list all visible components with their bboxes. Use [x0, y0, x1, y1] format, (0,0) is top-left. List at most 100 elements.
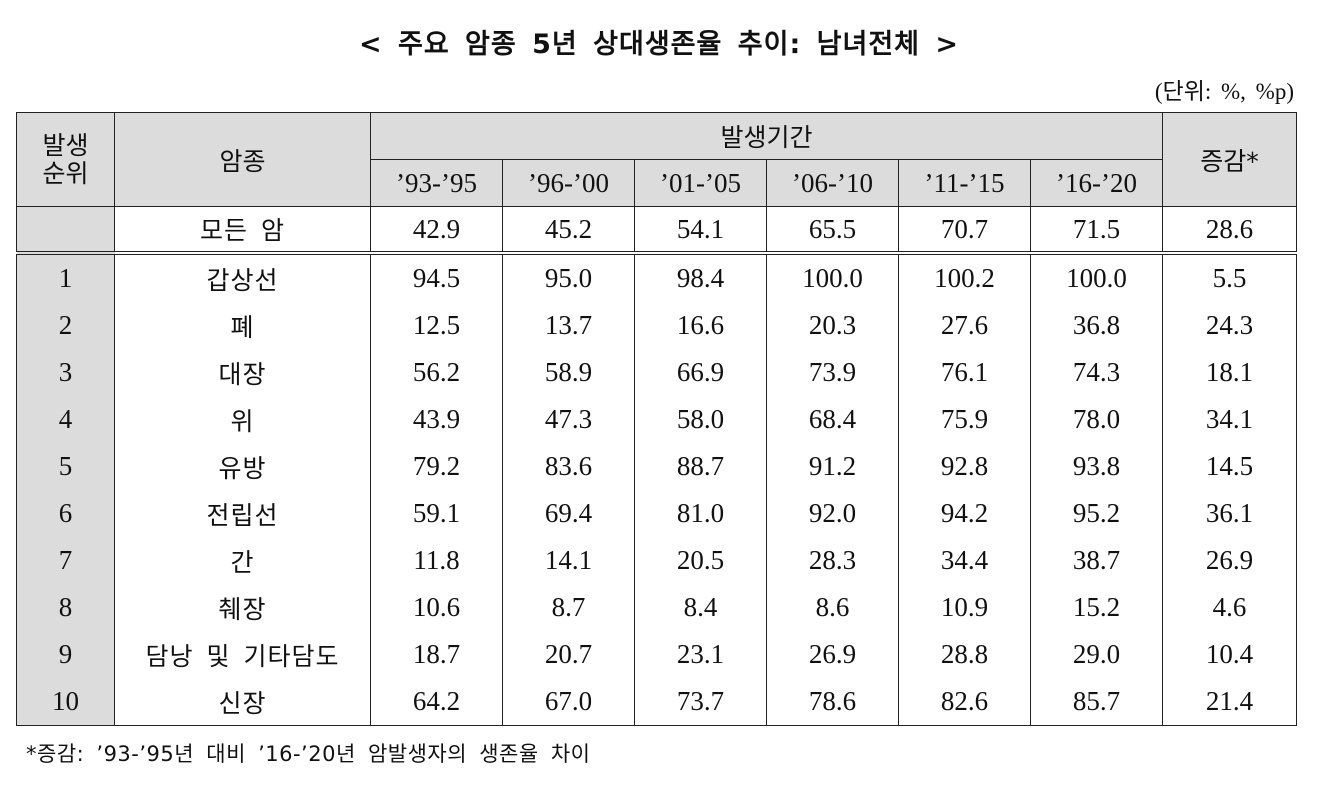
- all-cancers-row: 모든 암 42.9 45.2 54.1 65.5 70.7 71.5 28.6: [16, 206, 1298, 255]
- value-cell: 100.0: [766, 253, 899, 302]
- rank-header-line1: 발생: [42, 130, 89, 160]
- value-cell: 59.1: [370, 490, 503, 537]
- value-cell: 71.5: [1030, 206, 1164, 255]
- value-cell: 14.1: [502, 537, 635, 584]
- value-cell: 10.6: [370, 584, 503, 631]
- rank-cell: 2: [16, 302, 115, 349]
- cancer-name-cell: 담낭 및 기타담도: [114, 631, 371, 678]
- value-cell: 73.7: [634, 678, 767, 726]
- cancer-name-cell: 모든 암: [114, 206, 371, 255]
- period-header: ’93-’95: [370, 159, 503, 207]
- period-header: ’01-’05: [634, 159, 767, 207]
- value-cell: 85.7: [1030, 678, 1164, 726]
- period-header: ’16-’20: [1029, 159, 1164, 207]
- value-cell: 78.6: [766, 678, 899, 726]
- period-header: ’96-’00: [502, 159, 635, 207]
- value-cell: 11.8: [370, 537, 503, 584]
- rank-cell: 7: [16, 537, 115, 584]
- cancer-name-cell: 전립선: [114, 490, 371, 537]
- value-cell: 69.4: [502, 490, 635, 537]
- value-cell: 10.9: [898, 584, 1031, 631]
- table-row: 1 갑상선 94.5 95.0 98.4 100.0 100.2 100.0 5…: [16, 253, 1298, 302]
- table-row: 10 신장 64.2 67.0 73.7 78.6 82.6 85.7 21.4: [16, 678, 1298, 726]
- value-cell: 67.0: [502, 678, 635, 726]
- change-cell: 10.4: [1162, 631, 1298, 678]
- value-cell: 66.9: [634, 349, 767, 396]
- table-title: < 주요 암종 5년 상대생존율 추이: 남녀전체 >: [358, 29, 960, 60]
- value-cell: 18.7: [370, 631, 503, 678]
- table-row: 4 위 43.9 47.3 58.0 68.4 75.9 78.0 34.1: [16, 396, 1298, 443]
- value-cell: 73.9: [766, 349, 899, 396]
- value-cell: 88.7: [634, 443, 767, 490]
- value-cell: 16.6: [634, 302, 767, 349]
- value-cell: 56.2: [370, 349, 503, 396]
- value-cell: 92.8: [898, 443, 1031, 490]
- header-row-periods: ’93-’95 ’96-’00 ’01-’05 ’06-’10 ’11-’15 …: [17, 159, 1297, 207]
- cancer-name-cell: 위: [114, 396, 371, 443]
- value-cell: 29.0: [1030, 631, 1164, 678]
- value-cell: 38.7: [1030, 537, 1164, 584]
- value-cell: 82.6: [898, 678, 1031, 726]
- footnote: *증감: ’93-’95년 대비 ’16-’20년 암발생자의 생존율 차이: [26, 742, 591, 766]
- change-cell: 18.1: [1162, 349, 1298, 396]
- value-cell: 27.6: [898, 302, 1031, 349]
- cancer-name-cell: 유방: [114, 443, 371, 490]
- cancer-name-cell: 갑상선: [114, 253, 371, 302]
- change-cell: 21.4: [1162, 678, 1298, 726]
- value-cell: 100.0: [1030, 253, 1164, 302]
- value-cell: 95.0: [502, 253, 635, 302]
- table-row: 8 췌장 10.6 8.7 8.4 8.6 10.9 15.2 4.6: [16, 584, 1298, 631]
- change-cell: 5.5: [1162, 253, 1298, 302]
- value-cell: 98.4: [634, 253, 767, 302]
- value-cell: 64.2: [370, 678, 503, 726]
- value-cell: 15.2: [1030, 584, 1164, 631]
- value-cell: 100.2: [898, 253, 1031, 302]
- value-cell: 23.1: [634, 631, 767, 678]
- period-header: ’11-’15: [898, 159, 1031, 207]
- change-header: 증감*: [1162, 112, 1298, 207]
- rank-cell: 5: [16, 443, 115, 490]
- value-cell: 20.5: [634, 537, 767, 584]
- value-cell: 12.5: [370, 302, 503, 349]
- value-cell: 92.0: [766, 490, 899, 537]
- value-cell: 74.3: [1030, 349, 1164, 396]
- value-cell: 20.7: [502, 631, 635, 678]
- rank-header: 발생 순위: [16, 112, 115, 207]
- cancer-name-cell: 췌장: [114, 584, 371, 631]
- value-cell: 45.2: [502, 206, 635, 255]
- value-cell: 8.6: [766, 584, 899, 631]
- change-cell: 14.5: [1162, 443, 1298, 490]
- cancer-name-cell: 폐: [114, 302, 371, 349]
- period-header: ’06-’10: [766, 159, 899, 207]
- change-cell: 34.1: [1162, 396, 1298, 443]
- rank-cell: 6: [16, 490, 115, 537]
- change-cell: 26.9: [1162, 537, 1298, 584]
- value-cell: 70.7: [898, 206, 1031, 255]
- table-row: 2 폐 12.5 13.7 16.6 20.3 27.6 36.8 24.3: [16, 302, 1298, 349]
- value-cell: 76.1: [898, 349, 1031, 396]
- rank-cell: 9: [16, 631, 115, 678]
- period-group-header: 발생기간: [369, 112, 1164, 160]
- value-cell: 13.7: [502, 302, 635, 349]
- value-cell: 94.2: [898, 490, 1031, 537]
- value-cell: 78.0: [1030, 396, 1164, 443]
- value-cell: 8.7: [502, 584, 635, 631]
- rank-cell: 1: [16, 253, 115, 302]
- value-cell: 8.4: [634, 584, 767, 631]
- table-row: 6 전립선 59.1 69.4 81.0 92.0 94.2 95.2 36.1: [16, 490, 1298, 537]
- value-cell: 95.2: [1030, 490, 1164, 537]
- survival-rate-table: 발생 순위 암종 발생기간 증감* ’93-’95 ’96-’00 ’01-’0…: [16, 112, 1298, 726]
- value-cell: 28.3: [766, 537, 899, 584]
- cancer-name-cell: 대장: [114, 349, 371, 396]
- value-cell: 28.8: [898, 631, 1031, 678]
- value-cell: 43.9: [370, 396, 503, 443]
- value-cell: 54.1: [634, 206, 767, 255]
- unit-label: (단위: %, %p): [1154, 79, 1294, 104]
- value-cell: 58.9: [502, 349, 635, 396]
- rank-cell: 10: [16, 678, 115, 726]
- rank-cell: 8: [16, 584, 115, 631]
- cancer-name-cell: 간: [114, 537, 371, 584]
- value-cell: 36.8: [1030, 302, 1164, 349]
- value-cell: 68.4: [766, 396, 899, 443]
- table-row: 7 간 11.8 14.1 20.5 28.3 34.4 38.7 26.9: [16, 537, 1298, 584]
